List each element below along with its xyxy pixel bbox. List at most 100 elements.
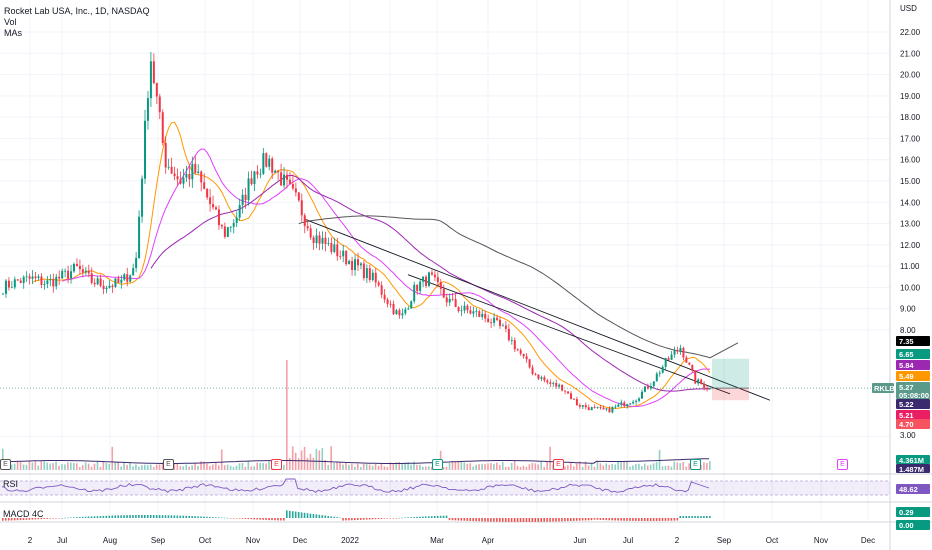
volume-bar	[25, 464, 28, 470]
macd-histogram-bar	[52, 518, 54, 519]
candle-body	[217, 209, 220, 226]
volume-bar	[132, 466, 134, 470]
candle-body	[608, 408, 611, 413]
candle-body	[484, 313, 487, 319]
volume-bar	[73, 462, 75, 470]
macd-histogram-bar	[318, 514, 321, 518]
position-tool[interactable]	[712, 358, 749, 401]
price-tick: 10.00	[900, 283, 921, 292]
earnings-marker-icon[interactable]: E	[271, 459, 282, 470]
volume-bar	[286, 360, 288, 470]
macd-histogram-bar	[422, 516, 424, 518]
candle-body	[570, 393, 572, 399]
macd-histogram-bar	[78, 517, 81, 518]
candle-body	[324, 237, 327, 244]
candle-body	[274, 170, 277, 173]
macd-histogram-bar	[531, 518, 534, 522]
volume-bar	[52, 463, 54, 470]
candle-body	[377, 282, 380, 286]
volume-bar	[64, 464, 66, 470]
volume-bar	[182, 466, 185, 470]
price-tag-text: 5.22	[899, 400, 914, 409]
candle-body	[256, 171, 259, 175]
candle-body	[194, 163, 197, 173]
earnings-marker-icon[interactable]: E	[0, 459, 11, 470]
volume-bar	[649, 464, 652, 470]
candle-body	[220, 225, 223, 227]
candle-body	[632, 401, 635, 404]
macd-histogram-bar	[25, 518, 28, 520]
macd-histogram-bar	[549, 518, 551, 522]
macd-histogram-bar	[481, 518, 483, 522]
candle-body	[546, 380, 549, 383]
macd-histogram-bar	[170, 515, 173, 518]
volume-bar	[16, 461, 19, 470]
volume-bar	[87, 463, 90, 470]
symbol-title[interactable]: Rocket Lab USA, Inc., 1D, NASDAQ	[4, 6, 150, 16]
volume-bar	[496, 462, 498, 470]
macd-histogram-bar	[70, 517, 72, 519]
volume-bar	[430, 466, 433, 470]
macd-histogram-bar	[19, 518, 22, 521]
moving-averages-label[interactable]: MAs	[4, 28, 22, 38]
candle-body	[543, 377, 546, 381]
candle-body	[55, 276, 58, 287]
macd-histogram-bar	[638, 518, 640, 521]
candle-body	[286, 174, 288, 180]
macd-histogram-bar	[398, 517, 401, 519]
volume-bar	[605, 463, 608, 470]
earnings-marker-icon[interactable]: E	[837, 459, 848, 470]
time-tick: Nov	[246, 536, 260, 545]
volume-bar	[537, 464, 540, 470]
candle-body	[262, 153, 265, 174]
macd-histogram-bar	[626, 518, 628, 521]
time-tick: Dec	[293, 536, 307, 545]
time-tick: Dec	[861, 536, 875, 545]
macd-histogram-bar	[123, 515, 125, 518]
candle-body	[359, 263, 362, 266]
candle-body	[513, 340, 516, 350]
moving-average-line	[62, 148, 710, 408]
macd-histogram-bar	[593, 518, 596, 520]
time-tick: Sep	[151, 536, 166, 545]
candle-body	[555, 382, 558, 387]
macd-histogram-bar	[164, 515, 167, 518]
macd-histogram-bar	[697, 516, 699, 518]
candle-body	[265, 153, 268, 167]
candle-body	[146, 98, 149, 121]
price-tick: 8.00	[900, 326, 916, 335]
macd-histogram-bar	[436, 515, 439, 518]
volume-bar	[232, 466, 235, 470]
volume-indicator-label[interactable]: Vol	[4, 17, 17, 27]
earnings-marker-icon[interactable]: E	[553, 459, 564, 470]
earnings-marker-icon[interactable]: E	[163, 459, 174, 470]
volume-bar	[389, 462, 392, 470]
candle-body	[34, 276, 37, 279]
macd-histogram-bar	[294, 511, 297, 518]
macd-histogram-bar	[84, 516, 87, 518]
volume-bar	[587, 465, 590, 470]
price-axis[interactable]: USD 22.00 21.00 20.00 19.00 18.00 17.00 16.00 15…	[872, 4, 930, 530]
volume-bar	[312, 457, 315, 470]
macd-histogram-bar	[572, 518, 575, 521]
volume-bar	[703, 462, 705, 470]
candle-body	[602, 407, 605, 410]
rsi-tag-text: 48.62	[899, 485, 918, 494]
volume-bar	[191, 465, 193, 470]
volume-bar	[262, 462, 264, 470]
macd-histogram-bar	[617, 518, 619, 521]
price-tick: 21.00	[900, 49, 921, 58]
macd-histogram-bar	[37, 518, 40, 520]
macd-histogram-bar	[28, 518, 31, 520]
earnings-marker-icon[interactable]: E	[432, 459, 443, 470]
macd-label[interactable]: MACD 4C	[3, 509, 44, 519]
candle-body	[250, 178, 253, 185]
rsi-label[interactable]: RSI	[3, 479, 19, 489]
volume-bar	[386, 466, 389, 470]
earnings-marker-icon[interactable]: E	[690, 459, 701, 470]
macd-histogram-bar	[537, 518, 540, 522]
macd-histogram-bar	[575, 518, 578, 521]
time-axis[interactable]: 2 Jul Aug Sep Oct Nov Dec 2022 Mar Apr Jun Jul 2 Sep O…	[28, 536, 875, 545]
macd-histogram-bar	[212, 517, 214, 518]
